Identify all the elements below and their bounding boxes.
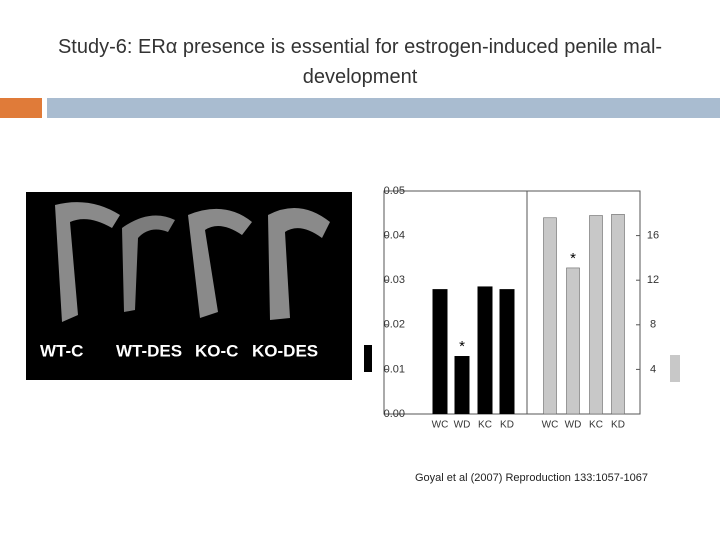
legend-swatch xyxy=(364,345,372,372)
y-tick-label: 4 xyxy=(650,363,656,375)
bar xyxy=(477,286,493,414)
bar xyxy=(589,215,603,415)
y-tick-label: 8 xyxy=(650,319,656,331)
y-tick-label: 16 xyxy=(647,230,659,242)
citation: Goyal et al (2007) Reproduction 133:1057… xyxy=(415,472,648,484)
x-tick-label: KC xyxy=(478,420,492,431)
photo-label: WT-C xyxy=(40,341,83,360)
legend-swatch xyxy=(670,355,680,382)
photo-label: KO-DES xyxy=(252,341,318,360)
x-tick-label: KD xyxy=(500,420,514,431)
y-tick-label: 0.04 xyxy=(384,230,405,242)
slide-title: Study-6: ERα presence is essential for e… xyxy=(57,36,663,88)
y-tick-label: 0.00 xyxy=(384,408,405,420)
x-tick-label: KC xyxy=(589,420,603,431)
y-tick-label: 0.05 xyxy=(384,185,405,197)
x-tick-label: WD xyxy=(454,420,471,431)
x-tick-label: WD xyxy=(565,420,582,431)
x-tick-label: KD xyxy=(611,420,625,431)
bar xyxy=(454,356,470,414)
header-bar xyxy=(47,98,720,118)
bar xyxy=(543,217,557,415)
annotation: * xyxy=(570,250,576,267)
y-tick-label: 0.03 xyxy=(384,274,405,286)
annotation: * xyxy=(459,338,465,355)
bar xyxy=(611,214,625,415)
x-tick-label: WC xyxy=(432,420,449,431)
bar xyxy=(432,289,448,414)
bar xyxy=(499,289,515,414)
accent-bar xyxy=(0,98,42,118)
bar xyxy=(566,267,580,415)
specimen xyxy=(268,207,330,320)
specimen xyxy=(55,202,120,322)
y-tick-label: 0.02 xyxy=(384,319,405,331)
photo-label: KO-C xyxy=(195,341,238,360)
y-tick-label: 12 xyxy=(647,274,659,286)
photo: WT-C WT-DES KO-C KO-DES xyxy=(26,192,352,380)
y-tick-label: 0.01 xyxy=(384,363,405,375)
specimen xyxy=(188,208,252,318)
photo-label: WT-DES xyxy=(116,341,182,360)
specimen xyxy=(122,215,175,312)
x-tick-label: WC xyxy=(542,420,559,431)
